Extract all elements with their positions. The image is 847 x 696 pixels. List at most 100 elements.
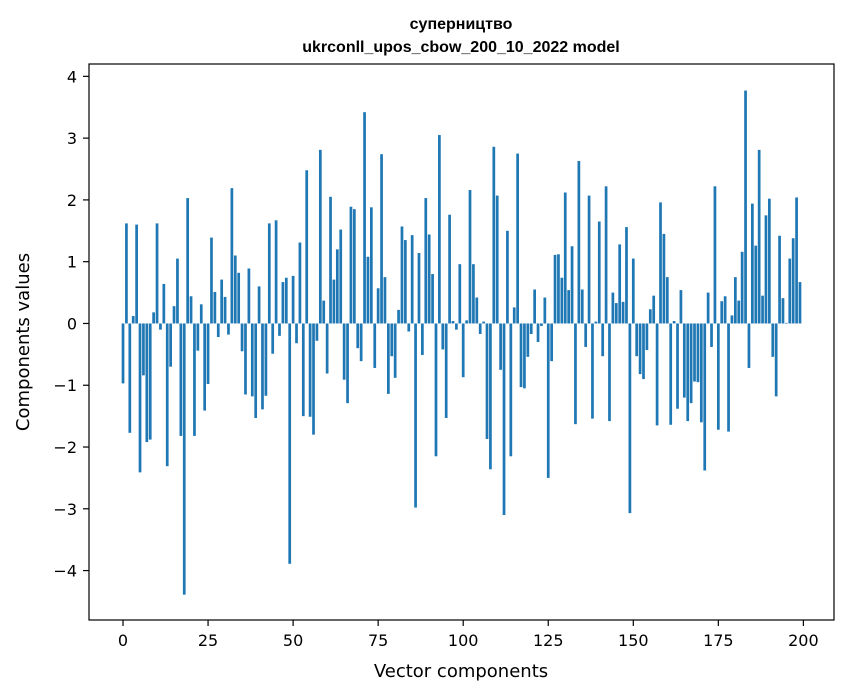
bar-114	[509, 323, 513, 457]
bar-6	[142, 323, 145, 376]
bars-group	[121, 90, 802, 595]
bar-172	[706, 292, 710, 324]
bar-109	[492, 146, 496, 324]
bar-153	[642, 323, 645, 380]
bar-116	[516, 153, 519, 324]
bar-181	[737, 300, 741, 324]
bar-129	[560, 277, 564, 324]
bar-99	[458, 264, 462, 324]
bar-67	[349, 206, 353, 324]
bar-112	[502, 323, 506, 515]
bar-62	[332, 279, 336, 324]
bar-186	[754, 245, 758, 324]
bar-175	[716, 323, 720, 430]
bar-90	[427, 234, 431, 324]
bar-179	[730, 315, 734, 324]
bar-39	[254, 323, 258, 418]
bar-110	[495, 195, 499, 324]
bar-64	[339, 229, 343, 324]
bar-94	[441, 323, 445, 350]
bar-124	[543, 297, 547, 324]
bar-138	[591, 323, 594, 419]
bar-88	[421, 323, 424, 355]
x-tick-label: 175	[703, 631, 734, 650]
bar-142	[604, 186, 608, 324]
bar-31	[227, 323, 230, 335]
bar-162	[672, 321, 676, 324]
bar-87	[417, 253, 421, 324]
bar-72	[366, 256, 370, 324]
bar-164	[679, 290, 683, 324]
bar-85	[410, 235, 414, 324]
bar-56	[312, 323, 315, 435]
bar-125	[546, 323, 550, 478]
bar-41	[261, 323, 264, 410]
bar-171	[703, 323, 707, 471]
bar-30	[223, 296, 227, 324]
bar-93	[438, 135, 441, 324]
y-tick-label: 4	[67, 67, 77, 86]
bar-188	[761, 295, 764, 324]
bar-28	[216, 323, 220, 338]
x-tick-label: 150	[618, 631, 649, 650]
bar-19	[186, 198, 190, 324]
bar-20	[189, 296, 193, 324]
bar-11	[159, 323, 162, 330]
bar-122	[536, 323, 540, 342]
bar-166	[686, 323, 690, 422]
bar-134	[577, 160, 581, 324]
bar-35	[240, 323, 244, 352]
x-axis-ticks: 0 25 50 75 100 125 150 175 200	[118, 620, 819, 650]
bar-40	[257, 286, 261, 324]
bar-154	[645, 323, 649, 351]
bar-160	[665, 277, 669, 324]
bar-61	[329, 196, 332, 324]
bar-170	[699, 323, 703, 423]
bar-96	[448, 214, 451, 324]
bar-78	[387, 323, 390, 394]
bar-102	[468, 190, 472, 324]
bar-81	[397, 309, 400, 324]
bar-141	[601, 323, 605, 357]
bar-189	[764, 215, 768, 324]
bar-53	[301, 323, 305, 417]
bar-32	[230, 188, 234, 324]
bar-95	[444, 323, 448, 418]
bar-91	[431, 274, 434, 324]
x-tick-label: 100	[448, 631, 479, 650]
bar-187	[757, 149, 761, 324]
bar-74	[373, 323, 377, 368]
bar-77	[383, 277, 387, 324]
x-tick-label: 125	[533, 631, 564, 650]
bar-163	[676, 323, 679, 409]
x-axis-label: Vector components	[374, 661, 548, 682]
bar-145	[614, 303, 618, 324]
bar-132	[570, 246, 574, 324]
bar-52	[298, 242, 302, 324]
y-tick-label: 2	[67, 191, 77, 210]
y-tick-label: −1	[53, 376, 77, 395]
bar-57	[315, 323, 319, 341]
bar-167	[689, 323, 693, 404]
bar-0	[121, 323, 125, 384]
bar-92	[434, 323, 438, 457]
x-tick-label: 25	[198, 631, 218, 650]
bar-169	[696, 323, 700, 383]
bar-16	[176, 258, 179, 324]
bar-140	[597, 221, 601, 324]
x-tick-label: 75	[368, 631, 388, 650]
y-tick-label: −2	[53, 438, 77, 457]
bar-136	[584, 323, 588, 347]
bar-148	[625, 227, 628, 324]
bar-149	[628, 323, 632, 514]
bar-58	[318, 149, 322, 324]
bar-176	[720, 301, 724, 324]
bar-73	[369, 207, 373, 324]
plot-frame	[88, 63, 835, 621]
bar-146	[618, 244, 622, 324]
bar-156	[652, 295, 656, 324]
bar-18	[182, 323, 186, 595]
bar-150	[631, 258, 635, 324]
bar-195	[785, 322, 788, 324]
